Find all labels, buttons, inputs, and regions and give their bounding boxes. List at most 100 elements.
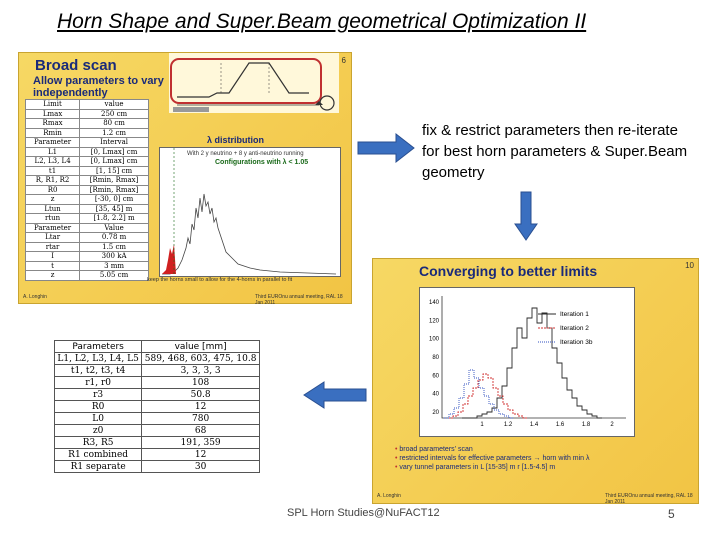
table-cell: z: [24, 270, 81, 281]
legend-label: Iteration 3b: [560, 339, 593, 346]
table-cell: 3 mm: [79, 260, 149, 271]
slide1-subheading: Allow parameters to vary independently: [33, 75, 164, 99]
series-line: [448, 373, 528, 419]
table-cell: 30: [141, 460, 260, 473]
table-cell: z0: [53, 424, 143, 437]
slide1-caption: keep the horns small to allow for the 4-…: [147, 277, 293, 283]
table-cell: L0: [53, 412, 143, 425]
table-cell: 80 cm: [79, 118, 149, 129]
table-cell: 50.8: [141, 388, 260, 401]
table-cell: Ltar: [24, 232, 81, 243]
table-cell: I: [24, 251, 81, 262]
table-row: Ltun [35, 45] m: [24, 203, 149, 214]
table-cell: L2, L3, L4: [24, 156, 81, 167]
lambda-histogram: [162, 148, 337, 276]
table-header: value [mm]: [141, 340, 260, 353]
optimized-table: Parameters value [mm] L1, L2, L3, L4, L5…: [53, 340, 260, 473]
plot-area: [159, 147, 341, 277]
table-row: t1, t2, t3, t4 3, 3, 3, 3: [53, 364, 260, 377]
table-row: R0 12: [53, 400, 260, 413]
x-tick-label: 1.6: [556, 422, 565, 428]
table-cell: r1, r0: [53, 376, 143, 389]
down-arrow-icon: [514, 191, 538, 241]
table-cell: [1, 15] cm: [79, 165, 149, 176]
table-row: r1, r0 108: [53, 376, 260, 389]
table-cell: R3, R5: [53, 436, 143, 449]
plot-note: With 2 y neutrino + 8 y anti-neutrino ru…: [187, 151, 304, 157]
footer-text: SPL Horn Studies@NuFACT12: [287, 507, 440, 519]
right-arrow-icon: [357, 132, 415, 164]
legend-label: Iteration 2: [560, 325, 589, 332]
table-header-row: Parameters value [mm]: [53, 340, 260, 353]
table-cell: [0, Lmax] cm: [79, 146, 149, 157]
table-cell: 0.78 m: [79, 232, 149, 243]
table-row: R1 separate 30: [53, 460, 260, 473]
table-cell: 108: [141, 376, 260, 389]
slide2-bullets: broad parameters' scan restricted interv…: [395, 445, 590, 472]
slide2-heading: Converging to better limits: [419, 263, 598, 279]
slide1-meeting: Third EUROnu annual meeting, RAL 18 Jan …: [255, 294, 343, 306]
x-tick-label: 1.2: [504, 422, 513, 428]
table-row: L0 780: [53, 412, 260, 425]
plot-highlight: Configurations with λ < 1.05: [215, 159, 309, 166]
table-row: R3, R5 191, 359: [53, 436, 260, 449]
table-row: L1, L2, L3, L4, L5 589, 468, 603, 475, 10…: [53, 352, 260, 365]
table-row: L1 [0, Lmax] cm: [24, 146, 149, 157]
table-header: value: [79, 99, 149, 110]
table-row: Lmax 250 cm: [24, 108, 149, 119]
table-cell: Rmin: [24, 127, 81, 138]
table-cell: 1.2 cm: [79, 127, 149, 138]
y-tick-label: 60: [432, 373, 439, 379]
list-item: vary tunnel parameters in L [15-35] m r …: [395, 463, 590, 472]
table-row: Rmax 80 cm: [24, 118, 149, 129]
lambda-distribution-plot: λ distribution With 2 y neutrino + 8 y a…: [147, 135, 347, 285]
iteration-histogram-plot: 140 120 100 80 60 40 20 1 1.2 1.4 1.6 1.8 2 Iteration…: [419, 287, 635, 437]
y-tick-label: 40: [432, 392, 439, 398]
table-row: t1 [1, 15] cm: [24, 165, 149, 176]
table-cell: [Rmin, Rmax]: [79, 175, 149, 186]
table-cell: 1.5 cm: [79, 241, 149, 252]
y-tick-label: 20: [432, 410, 439, 416]
table-cell: 191, 359: [141, 436, 260, 449]
slide2-author: A. Longhin: [377, 493, 401, 499]
table-row: R1 combined 12: [53, 448, 260, 461]
table-cell: [1.8, 2.2] m: [79, 213, 149, 224]
slide-broad-scan: Broad scan 6 Allow parameters to vary in…: [18, 52, 352, 306]
x-tick-label: 2: [610, 422, 614, 428]
table-cell: 589, 468, 603, 475, 10.8: [141, 352, 260, 365]
table-cell: Rmax: [24, 118, 81, 129]
table-cell: R1 separate: [53, 460, 143, 473]
table-cell: 780: [141, 412, 260, 425]
table-header: Limit: [24, 99, 81, 110]
table-row: z [-30, 0] cm: [24, 194, 149, 205]
slide2-meeting: Third EUROnu annual meeting, RAL 18 Jan …: [605, 493, 693, 505]
table-row: I 300 kA: [24, 251, 149, 262]
table-row: rtar 1.5 cm: [24, 241, 149, 252]
x-tick-label: 1.4: [530, 422, 539, 428]
table-row: rtun [1.8, 2.2] m: [24, 213, 149, 224]
horn-schematic-drawing: [170, 58, 335, 112]
optimized-parameters-table: Parameters value [mm] L1, L2, L3, L4, L5…: [53, 340, 260, 490]
table-header: Value: [79, 222, 149, 233]
y-tick-label: 140: [429, 300, 440, 306]
list-item: restricted intervals for effective param…: [395, 454, 589, 463]
page-number: 5: [668, 507, 675, 521]
table-cell: r3: [53, 388, 143, 401]
y-tick-label: 120: [429, 318, 440, 324]
table-cell: 3, 3, 3, 3: [141, 364, 260, 377]
x-tick-label: 1: [480, 422, 484, 428]
table-row: L2, L3, L4 [0, Lmax] cm: [24, 156, 149, 167]
table-row: z 5.05 cm: [24, 270, 149, 281]
y-tick-label: 100: [429, 337, 440, 343]
table-header: Interval: [79, 137, 149, 148]
table-cell: 68: [141, 424, 260, 437]
slide1-number: 6: [341, 56, 346, 65]
table-row: Ltar 0.78 m: [24, 232, 149, 243]
table-row: R0 [Rmin, Rmax]: [24, 184, 149, 195]
series-line: [462, 307, 602, 419]
table-header: Parameter: [24, 137, 81, 148]
table-cell: R1 combined: [53, 448, 143, 461]
table-cell: L1: [24, 146, 81, 157]
table-cell: 12: [141, 400, 260, 413]
